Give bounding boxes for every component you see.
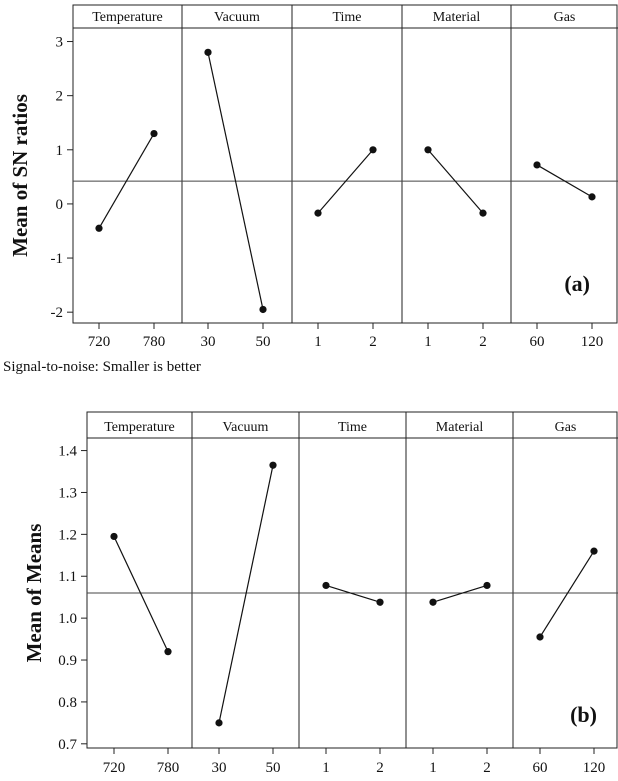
chart1-panel-title-time: Time <box>332 10 361 25</box>
chart2-frame <box>86 411 618 749</box>
chart1-x-tick-label: 2 <box>369 334 377 350</box>
chart2-y-tick-label: 0.8 <box>58 695 77 711</box>
chart1-data-point <box>533 161 541 169</box>
chart2-data-point <box>429 598 437 606</box>
chart2-y-tick-label: 0.9 <box>58 653 77 669</box>
chart2-data-point <box>376 598 384 606</box>
chart2-x-tick-label: 1 <box>322 760 330 776</box>
chart2-y-tick-label: 1.2 <box>58 527 77 543</box>
chart2-y-tick-label: 1.1 <box>58 569 77 585</box>
chart1-x-tick-label: 720 <box>88 334 111 350</box>
chart2-series-line-vacuum <box>218 465 274 723</box>
chart1-x-tick-label: 30 <box>201 334 216 350</box>
chart1-series-line-temperature <box>98 133 155 229</box>
chart2-panel-title-gas: Gas <box>555 420 577 435</box>
chart2-series-line-gas <box>539 550 595 638</box>
chart1-frame <box>72 4 618 324</box>
chart1-data-point <box>314 209 322 217</box>
chart1-x-tick-label: 1 <box>314 334 322 350</box>
chart2-y-tick-label: 0.7 <box>58 737 77 753</box>
chart2-y-axis-label: Mean of Means <box>22 524 46 663</box>
chart1-y-tick-label: 0 <box>56 197 64 213</box>
chart2-x-tick-label: 120 <box>583 760 606 776</box>
chart2-data-point <box>110 532 118 541</box>
chart2-panel-title-time: Time <box>338 420 367 435</box>
chart2-data-point <box>164 648 172 656</box>
chart2-x-tick-label: 30 <box>212 760 227 776</box>
chart2-x-tick-label: 2 <box>483 760 491 776</box>
chart1-series-line-time <box>317 149 374 214</box>
chart1-series-line-vacuum <box>207 52 264 310</box>
chart2-data-point <box>536 633 544 641</box>
chart1-y-tick-label: -2 <box>51 305 64 321</box>
chart1-panel-title-material: Material <box>433 10 481 25</box>
chart1-note: Signal-to-noise: Smaller is better <box>3 359 201 375</box>
chart1-data-point <box>588 193 596 201</box>
chart1-x-tick-label: 120 <box>581 334 604 350</box>
chart2-panel-title-temperature: Temperature <box>104 420 175 435</box>
chart2-panel-tag: (b) <box>570 702 597 727</box>
chart1-panel-title-gas: Gas <box>554 10 576 25</box>
chart2-data-point <box>590 547 598 555</box>
chart2-series-line-temperature <box>113 536 169 652</box>
chart1-x-tick-label: 780 <box>143 334 166 350</box>
chart2-y-tick-label: 1.0 <box>58 611 77 627</box>
chart1-x-tick-label: 60 <box>530 334 545 350</box>
chart1-y-tick-label: 1 <box>56 143 64 159</box>
chart2-x-tick-label: 1 <box>429 760 437 776</box>
chart1-y-tick-label: 3 <box>56 35 64 51</box>
chart1-data-point <box>424 146 432 154</box>
chart1-y-tick-label: -1 <box>51 251 64 267</box>
chart1-x-tick-label: 2 <box>479 334 487 350</box>
chart1-y-axis-label: Mean of SN ratios <box>8 94 32 257</box>
chart1-panel-title-temperature: Temperature <box>92 10 163 25</box>
chart2-x-tick-label: 780 <box>157 760 180 776</box>
chart2-y-tick-label: 1.3 <box>58 485 77 501</box>
chart1-data-point <box>95 224 103 232</box>
chart1-x-tick-label: 50 <box>256 334 271 350</box>
chart1-series-line-material <box>427 149 484 214</box>
chart1-data-point <box>204 48 212 56</box>
chart2-data-point <box>215 719 223 727</box>
chart2-panel-title-material: Material <box>436 420 484 435</box>
chart2-data-point <box>483 581 491 590</box>
chart2-panel-title-vacuum: Vacuum <box>223 420 269 435</box>
chart1-panel-tag: (a) <box>564 271 590 296</box>
chart1-data-point <box>479 209 487 217</box>
chart2-data-point <box>322 581 330 590</box>
chart1-y-tick-label: 2 <box>56 89 64 105</box>
chart2-y-tick-label: 1.4 <box>58 444 77 460</box>
chart1-data-point <box>369 146 377 154</box>
chart1-data-point <box>150 129 158 138</box>
chart2-x-tick-label: 50 <box>266 760 281 776</box>
chart2-x-tick-label: 60 <box>533 760 548 776</box>
chart2-data-point <box>269 461 277 469</box>
chart1-panel-title-vacuum: Vacuum <box>214 10 260 25</box>
chart2-x-tick-label: 2 <box>376 760 384 776</box>
chart1-x-tick-label: 1 <box>424 334 432 350</box>
chart1-series-line-gas <box>536 164 593 198</box>
chart2-series-line-material <box>432 584 488 603</box>
chart2-x-tick-label: 720 <box>103 760 126 776</box>
chart1-data-point <box>259 305 267 314</box>
chart2-series-line-time <box>325 584 381 603</box>
